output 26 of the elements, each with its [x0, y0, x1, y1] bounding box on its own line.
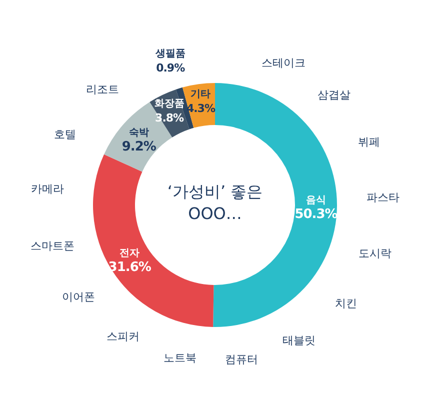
data-label: 50.3% — [294, 206, 338, 222]
text: 호텔 — [54, 128, 76, 142]
slice-label: 기타 — [190, 88, 211, 100]
text: 리조트 — [86, 83, 119, 96]
slice-label: 숙박 — [128, 128, 149, 139]
text: 스테이크 — [262, 56, 306, 70]
text: 삼겹살 — [318, 88, 351, 102]
text: 컴퓨터 — [224, 353, 258, 366]
text: 태블릿 — [282, 334, 316, 348]
slice-label: 생필품 — [154, 48, 186, 60]
text: 스피커 — [106, 330, 140, 343]
slice-label: 음식 — [306, 194, 326, 206]
text: 도시락 — [358, 247, 392, 260]
text: 스마트폰 — [30, 239, 74, 252]
text: ‘가성비’ 좋은 OOO… — [167, 182, 263, 223]
text: 노트북 — [163, 352, 196, 365]
text: 카메라 — [30, 182, 64, 196]
text: 이어폰 — [62, 290, 96, 304]
text: 뷔페 — [358, 136, 380, 149]
data-label: 0.9% — [156, 62, 186, 75]
text: 치킨 — [334, 297, 357, 310]
data-label: 9.2% — [122, 140, 156, 155]
text: 파스타 — [366, 190, 400, 204]
slice-label: 전자 — [120, 248, 140, 259]
slice-label: 화장품 — [154, 98, 184, 110]
data-label: 31.6% — [108, 260, 152, 275]
